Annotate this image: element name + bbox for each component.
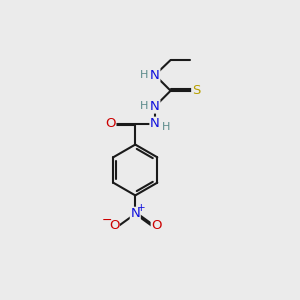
Text: N: N [130, 207, 140, 220]
Text: H: H [162, 122, 170, 132]
Text: O: O [109, 219, 119, 232]
Text: N: N [150, 117, 160, 130]
Text: N: N [150, 68, 160, 82]
Text: S: S [192, 84, 200, 97]
Text: N: N [150, 100, 160, 113]
Text: H: H [140, 70, 148, 80]
Text: −: − [101, 214, 112, 227]
Text: O: O [105, 117, 116, 130]
Text: O: O [151, 219, 162, 232]
Text: H: H [140, 101, 148, 112]
Text: +: + [137, 203, 146, 213]
